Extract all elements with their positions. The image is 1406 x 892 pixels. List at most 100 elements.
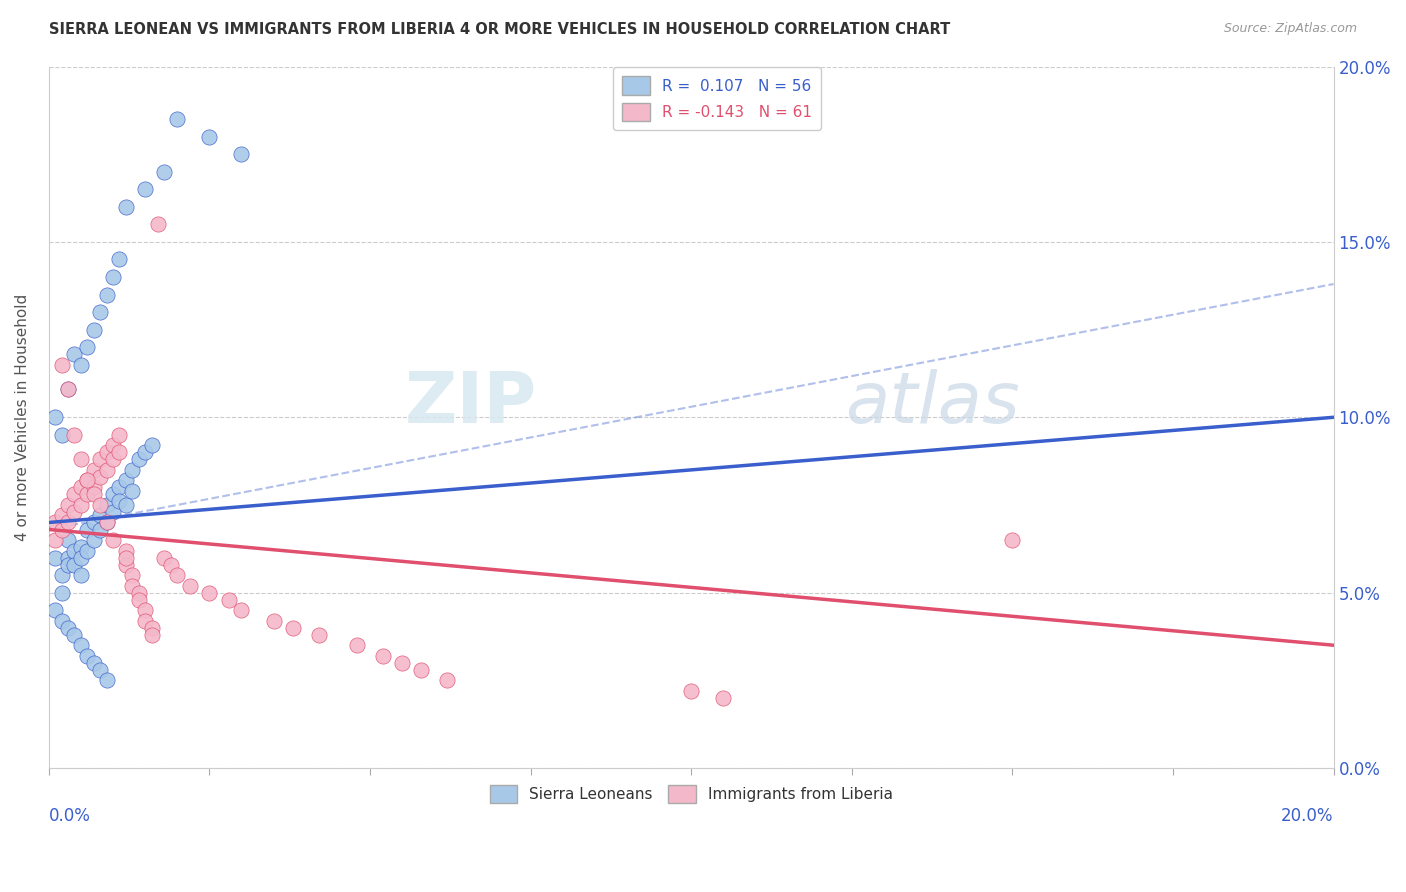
Point	[128, 592, 150, 607]
Point	[121, 579, 143, 593]
Point	[115, 200, 138, 214]
Point	[63, 505, 86, 519]
Point	[153, 550, 176, 565]
Point	[70, 452, 93, 467]
Point	[56, 533, 79, 547]
Text: SIERRA LEONEAN VS IMMIGRANTS FROM LIBERIA 4 OR MORE VEHICLES IN HOUSEHOLD CORREL: SIERRA LEONEAN VS IMMIGRANTS FROM LIBERI…	[49, 22, 950, 37]
Point	[96, 287, 118, 301]
Point	[89, 305, 111, 319]
Point	[51, 358, 73, 372]
Point	[108, 480, 131, 494]
Point	[89, 523, 111, 537]
Point	[391, 656, 413, 670]
Point	[121, 463, 143, 477]
Point	[76, 340, 98, 354]
Point	[96, 673, 118, 688]
Point	[134, 445, 156, 459]
Point	[56, 382, 79, 396]
Point	[101, 452, 124, 467]
Point	[70, 480, 93, 494]
Point	[70, 638, 93, 652]
Point	[96, 445, 118, 459]
Point	[44, 533, 66, 547]
Point	[308, 628, 330, 642]
Point	[76, 474, 98, 488]
Point	[56, 558, 79, 572]
Point	[51, 427, 73, 442]
Point	[70, 568, 93, 582]
Point	[83, 463, 105, 477]
Point	[89, 470, 111, 484]
Point	[166, 112, 188, 127]
Point	[44, 603, 66, 617]
Point	[101, 487, 124, 501]
Point	[83, 487, 105, 501]
Point	[218, 592, 240, 607]
Point	[134, 603, 156, 617]
Point	[76, 474, 98, 488]
Point	[115, 543, 138, 558]
Point	[179, 579, 201, 593]
Point	[346, 638, 368, 652]
Point	[83, 656, 105, 670]
Point	[83, 480, 105, 494]
Point	[101, 533, 124, 547]
Point	[108, 494, 131, 508]
Point	[56, 498, 79, 512]
Point	[83, 323, 105, 337]
Point	[1001, 533, 1024, 547]
Point	[56, 550, 79, 565]
Point	[63, 427, 86, 442]
Point	[115, 498, 138, 512]
Legend: Sierra Leoneans, Immigrants from Liberia: Sierra Leoneans, Immigrants from Liberia	[484, 779, 898, 809]
Text: 0.0%: 0.0%	[49, 806, 90, 824]
Point	[51, 523, 73, 537]
Point	[141, 438, 163, 452]
Point	[70, 550, 93, 565]
Point	[198, 129, 221, 144]
Point	[51, 568, 73, 582]
Point	[70, 540, 93, 554]
Point	[134, 614, 156, 628]
Point	[83, 533, 105, 547]
Point	[70, 498, 93, 512]
Point	[115, 558, 138, 572]
Point	[198, 585, 221, 599]
Point	[115, 474, 138, 488]
Point	[96, 498, 118, 512]
Point	[231, 603, 253, 617]
Point	[141, 621, 163, 635]
Point	[711, 690, 734, 705]
Point	[681, 683, 703, 698]
Point	[121, 483, 143, 498]
Point	[436, 673, 458, 688]
Point	[153, 165, 176, 179]
Point	[63, 558, 86, 572]
Point	[56, 516, 79, 530]
Point	[101, 505, 124, 519]
Point	[263, 614, 285, 628]
Point	[51, 614, 73, 628]
Point	[51, 508, 73, 523]
Point	[56, 621, 79, 635]
Y-axis label: 4 or more Vehicles in Household: 4 or more Vehicles in Household	[15, 293, 30, 541]
Point	[56, 382, 79, 396]
Point	[128, 452, 150, 467]
Point	[134, 182, 156, 196]
Point	[108, 427, 131, 442]
Point	[63, 543, 86, 558]
Point	[166, 568, 188, 582]
Point	[63, 628, 86, 642]
Point	[141, 628, 163, 642]
Text: atlas: atlas	[845, 368, 1019, 438]
Point	[231, 147, 253, 161]
Point	[76, 648, 98, 663]
Point	[63, 487, 86, 501]
Point	[96, 463, 118, 477]
Point	[115, 550, 138, 565]
Point	[83, 516, 105, 530]
Point	[121, 568, 143, 582]
Point	[108, 445, 131, 459]
Point	[371, 648, 394, 663]
Point	[89, 498, 111, 512]
